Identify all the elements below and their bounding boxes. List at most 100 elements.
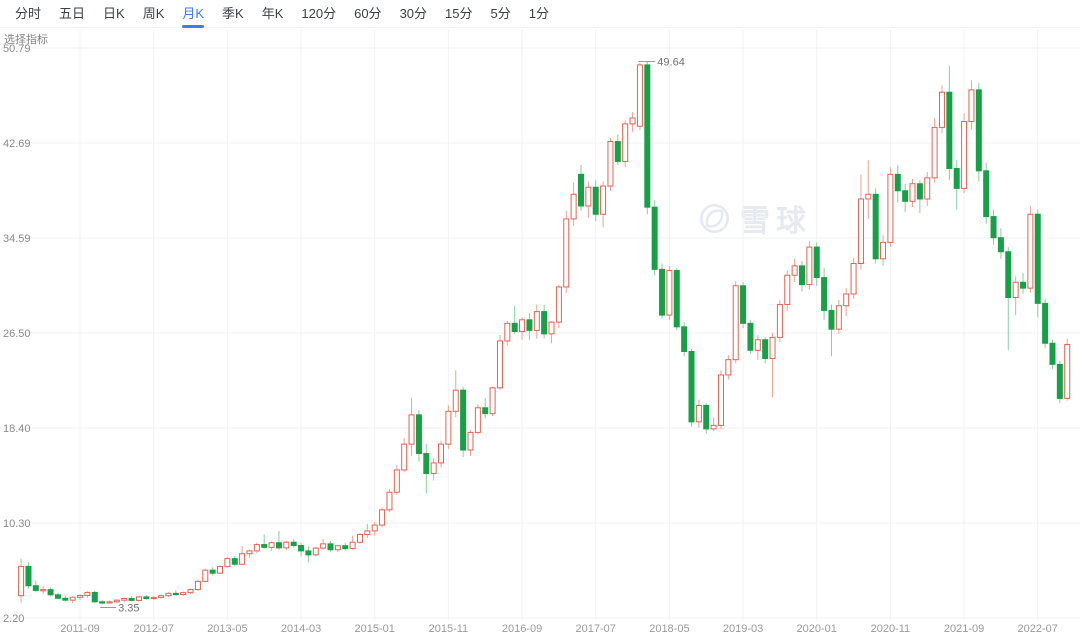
candle-124[interactable] <box>931 118 938 183</box>
candle-65[interactable] <box>496 335 503 391</box>
candle-74[interactable] <box>563 210 570 293</box>
candle-137[interactable] <box>1027 206 1034 293</box>
candle-116[interactable] <box>872 188 879 264</box>
candle-43[interactable] <box>334 544 341 553</box>
candle-16[interactable] <box>135 595 142 602</box>
candle-54[interactable] <box>415 410 422 462</box>
candle-92[interactable] <box>695 399 702 428</box>
candle-109[interactable] <box>821 268 828 320</box>
candles[interactable] <box>18 61 1071 605</box>
period-tab-周K[interactable]: 周K <box>142 5 165 21</box>
candle-26[interactable] <box>209 567 216 576</box>
candle-49[interactable] <box>379 507 386 528</box>
candle-110[interactable] <box>828 304 835 357</box>
candle-102[interactable] <box>769 332 776 398</box>
candle-95[interactable] <box>717 370 724 429</box>
candle-136[interactable] <box>1020 272 1027 294</box>
candle-13[interactable] <box>113 598 120 604</box>
candle-141[interactable] <box>1056 360 1063 404</box>
indicator-selector[interactable]: 选择指标 <box>4 34 48 46</box>
candle-76[interactable] <box>577 164 584 211</box>
candle-104[interactable] <box>784 270 791 311</box>
candle-34[interactable] <box>268 541 275 551</box>
candle-24[interactable] <box>194 579 201 591</box>
candle-52[interactable] <box>401 438 408 473</box>
candle-118[interactable] <box>887 167 894 248</box>
period-tab-日K[interactable]: 日K <box>103 5 125 21</box>
candle-45[interactable] <box>349 535 356 550</box>
candle-130[interactable] <box>975 82 982 182</box>
candle-90[interactable] <box>681 322 688 357</box>
candle-111[interactable] <box>835 299 842 334</box>
candle-63[interactable] <box>482 398 489 419</box>
candle-129[interactable] <box>968 80 975 130</box>
candle-5[interactable] <box>54 592 61 600</box>
candle-10[interactable] <box>91 590 98 603</box>
candle-103[interactable] <box>776 299 783 343</box>
candle-17[interactable] <box>143 595 150 600</box>
candle-31[interactable] <box>246 549 253 558</box>
period-tab-60分[interactable]: 60分 <box>354 5 382 21</box>
candle-96[interactable] <box>725 354 732 380</box>
candle-7[interactable] <box>69 596 76 603</box>
candle-94[interactable] <box>710 417 717 432</box>
candle-97[interactable] <box>732 281 739 364</box>
candle-6[interactable] <box>62 595 69 602</box>
candle-29[interactable] <box>231 556 238 567</box>
candle-61[interactable] <box>467 430 474 456</box>
candle-73[interactable] <box>555 284 562 329</box>
candle-9[interactable] <box>84 591 91 598</box>
candle-113[interactable] <box>850 257 857 299</box>
candle-39[interactable] <box>305 546 312 563</box>
candle-30[interactable] <box>239 546 246 565</box>
candle-108[interactable] <box>813 242 820 286</box>
candle-27[interactable] <box>217 564 224 575</box>
candle-23[interactable] <box>187 588 194 595</box>
candle-35[interactable] <box>275 530 282 550</box>
candle-18[interactable] <box>150 596 157 601</box>
candle-123[interactable] <box>924 171 931 207</box>
candle-100[interactable] <box>754 335 761 360</box>
candle-112[interactable] <box>843 288 850 317</box>
candle-139[interactable] <box>1042 298 1049 348</box>
candle-126[interactable] <box>946 65 953 181</box>
candle-41[interactable] <box>320 539 327 550</box>
candle-101[interactable] <box>762 337 769 364</box>
candle-4[interactable] <box>47 587 54 597</box>
candle-131[interactable] <box>983 162 990 224</box>
candle-93[interactable] <box>703 403 710 434</box>
candle-56[interactable] <box>430 458 437 481</box>
candle-2[interactable] <box>32 581 39 593</box>
candle-46[interactable] <box>356 533 363 544</box>
candle-91[interactable] <box>688 349 695 427</box>
candle-11[interactable] <box>99 599 106 605</box>
candle-79[interactable] <box>600 181 607 228</box>
candle-70[interactable] <box>533 304 540 339</box>
candle-77[interactable] <box>585 181 592 218</box>
period-tab-5分[interactable]: 5分 <box>490 5 511 21</box>
candle-38[interactable] <box>298 542 305 557</box>
candle-55[interactable] <box>423 444 430 494</box>
candle-44[interactable] <box>342 542 349 551</box>
candle-37[interactable] <box>290 539 297 548</box>
candle-88[interactable] <box>666 265 673 320</box>
candle-14[interactable] <box>121 597 128 603</box>
candle-78[interactable] <box>592 180 599 222</box>
period-tab-五日[interactable]: 五日 <box>59 5 86 21</box>
candle-82[interactable] <box>622 120 629 168</box>
candle-142[interactable] <box>1064 338 1071 401</box>
candle-87[interactable] <box>659 263 666 319</box>
candle-121[interactable] <box>909 179 916 208</box>
candle-72[interactable] <box>548 320 555 344</box>
candle-107[interactable] <box>806 241 813 290</box>
candle-99[interactable] <box>747 319 754 354</box>
candle-20[interactable] <box>165 592 172 597</box>
period-tab-月K[interactable]: 月K <box>173 0 213 28</box>
candle-132[interactable] <box>990 209 997 245</box>
candle-32[interactable] <box>253 542 260 554</box>
candle-48[interactable] <box>371 521 378 536</box>
candle-12[interactable] <box>106 600 113 604</box>
candle-50[interactable] <box>386 488 393 513</box>
candle-22[interactable] <box>180 591 187 597</box>
candle-114[interactable] <box>857 174 864 270</box>
